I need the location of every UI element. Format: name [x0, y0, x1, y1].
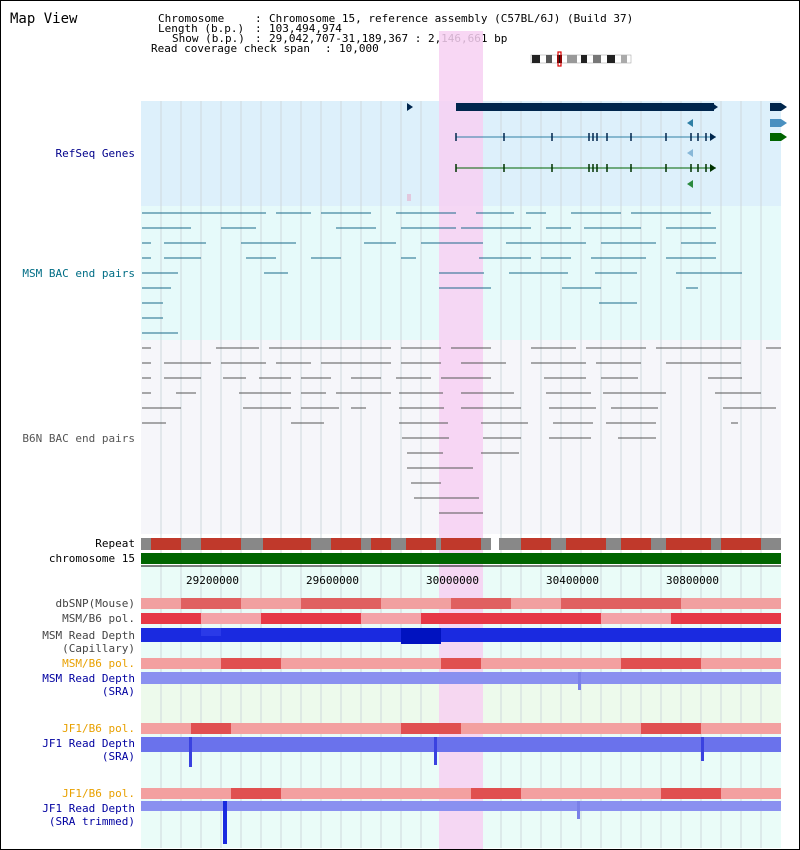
axis-tick-label: 29200000: [186, 574, 239, 587]
dbsnp-track[interactable]: [141, 598, 781, 609]
header-key-show: Show (b.p.): [172, 32, 245, 45]
msm-read-depth-sra-label[interactable]: MSM Read Depth: [42, 672, 135, 685]
chromosome-ideogram[interactable]: [530, 51, 632, 67]
axis-tick-label: 30800000: [666, 574, 719, 587]
jf1-b6-pol-label[interactable]: JF1/B6 pol.: [62, 722, 135, 735]
jf1-depth-trimmed-track[interactable]: [141, 801, 781, 844]
header-sep: :: [325, 42, 332, 55]
msm-b6-pol-label-2[interactable]: MSM/B6 pol.: [62, 657, 135, 670]
capillary-sublabel: (Capillary): [62, 642, 135, 655]
b6n-bac-label[interactable]: B6N BAC end pairs: [22, 432, 135, 445]
jf1-depth-sra-track[interactable]: [141, 737, 781, 767]
msm-b6-pol-label[interactable]: MSM/B6 pol.: [62, 612, 135, 625]
jf1-read-depth-label[interactable]: JF1 Read Depth: [42, 737, 135, 750]
jf1-b6-pol-track-2[interactable]: [141, 788, 781, 799]
sra-sublabel: (SRA): [101, 685, 135, 698]
msm-depth-capillary-track[interactable]: [141, 628, 781, 644]
jf1-b6-pol-label-2[interactable]: JF1/B6 pol.: [62, 787, 135, 800]
axis-tick-label: 29600000: [306, 574, 359, 587]
header-value-chromosome: Chromosome 15, reference assembly (C57BL…: [269, 12, 634, 25]
msm-bac-label[interactable]: MSM BAC end pairs: [22, 267, 135, 280]
header-sep: :: [255, 12, 262, 25]
axis-tick-label: 30000000: [426, 574, 479, 587]
header-value-length: 103,494,974: [269, 22, 342, 35]
b6n-bac-pairs[interactable]: [142, 347, 781, 514]
header-value-coverage: 10,000: [339, 42, 379, 55]
selection-highlight: [439, 31, 483, 849]
repeat-track[interactable]: [141, 538, 781, 550]
msm-read-depth-capillary-label[interactable]: MSM Read Depth: [42, 629, 135, 642]
repeat-label[interactable]: Repeat: [95, 537, 135, 550]
msm-depth-sra-track[interactable]: [141, 672, 781, 690]
refseq-genes-label[interactable]: RefSeq Genes: [55, 147, 135, 160]
jf1-read-depth-trimmed-label[interactable]: JF1 Read Depth: [42, 802, 135, 815]
msm-b6-pol-track-2[interactable]: [141, 658, 781, 669]
jf1-b6-pol-track-1[interactable]: [141, 723, 781, 734]
msm-bac-pairs[interactable]: [142, 212, 742, 334]
header-sep: :: [255, 32, 262, 45]
jf1-sra-sublabel: (SRA): [101, 750, 135, 763]
chromosome-label: chromosome 15: [48, 552, 135, 565]
refseq-gene-models[interactable]: [407, 103, 787, 201]
header-key-length: Length (b.p.): [158, 22, 245, 35]
chromosome-bar: [141, 553, 781, 564]
header-key-chromosome: Chromosome: [158, 12, 225, 25]
dbsnp-label[interactable]: dbSNP(Mouse): [55, 597, 135, 610]
axis-tick-label: 30400000: [546, 574, 599, 587]
sra-trimmed-sublabel: (SRA trimmed): [48, 815, 135, 828]
header-sep: :: [255, 22, 262, 35]
page-title: Map View: [10, 11, 78, 27]
msm-b6-pol-track-1[interactable]: [141, 613, 781, 624]
header-key-coverage: Read coverage check span: [151, 42, 310, 55]
